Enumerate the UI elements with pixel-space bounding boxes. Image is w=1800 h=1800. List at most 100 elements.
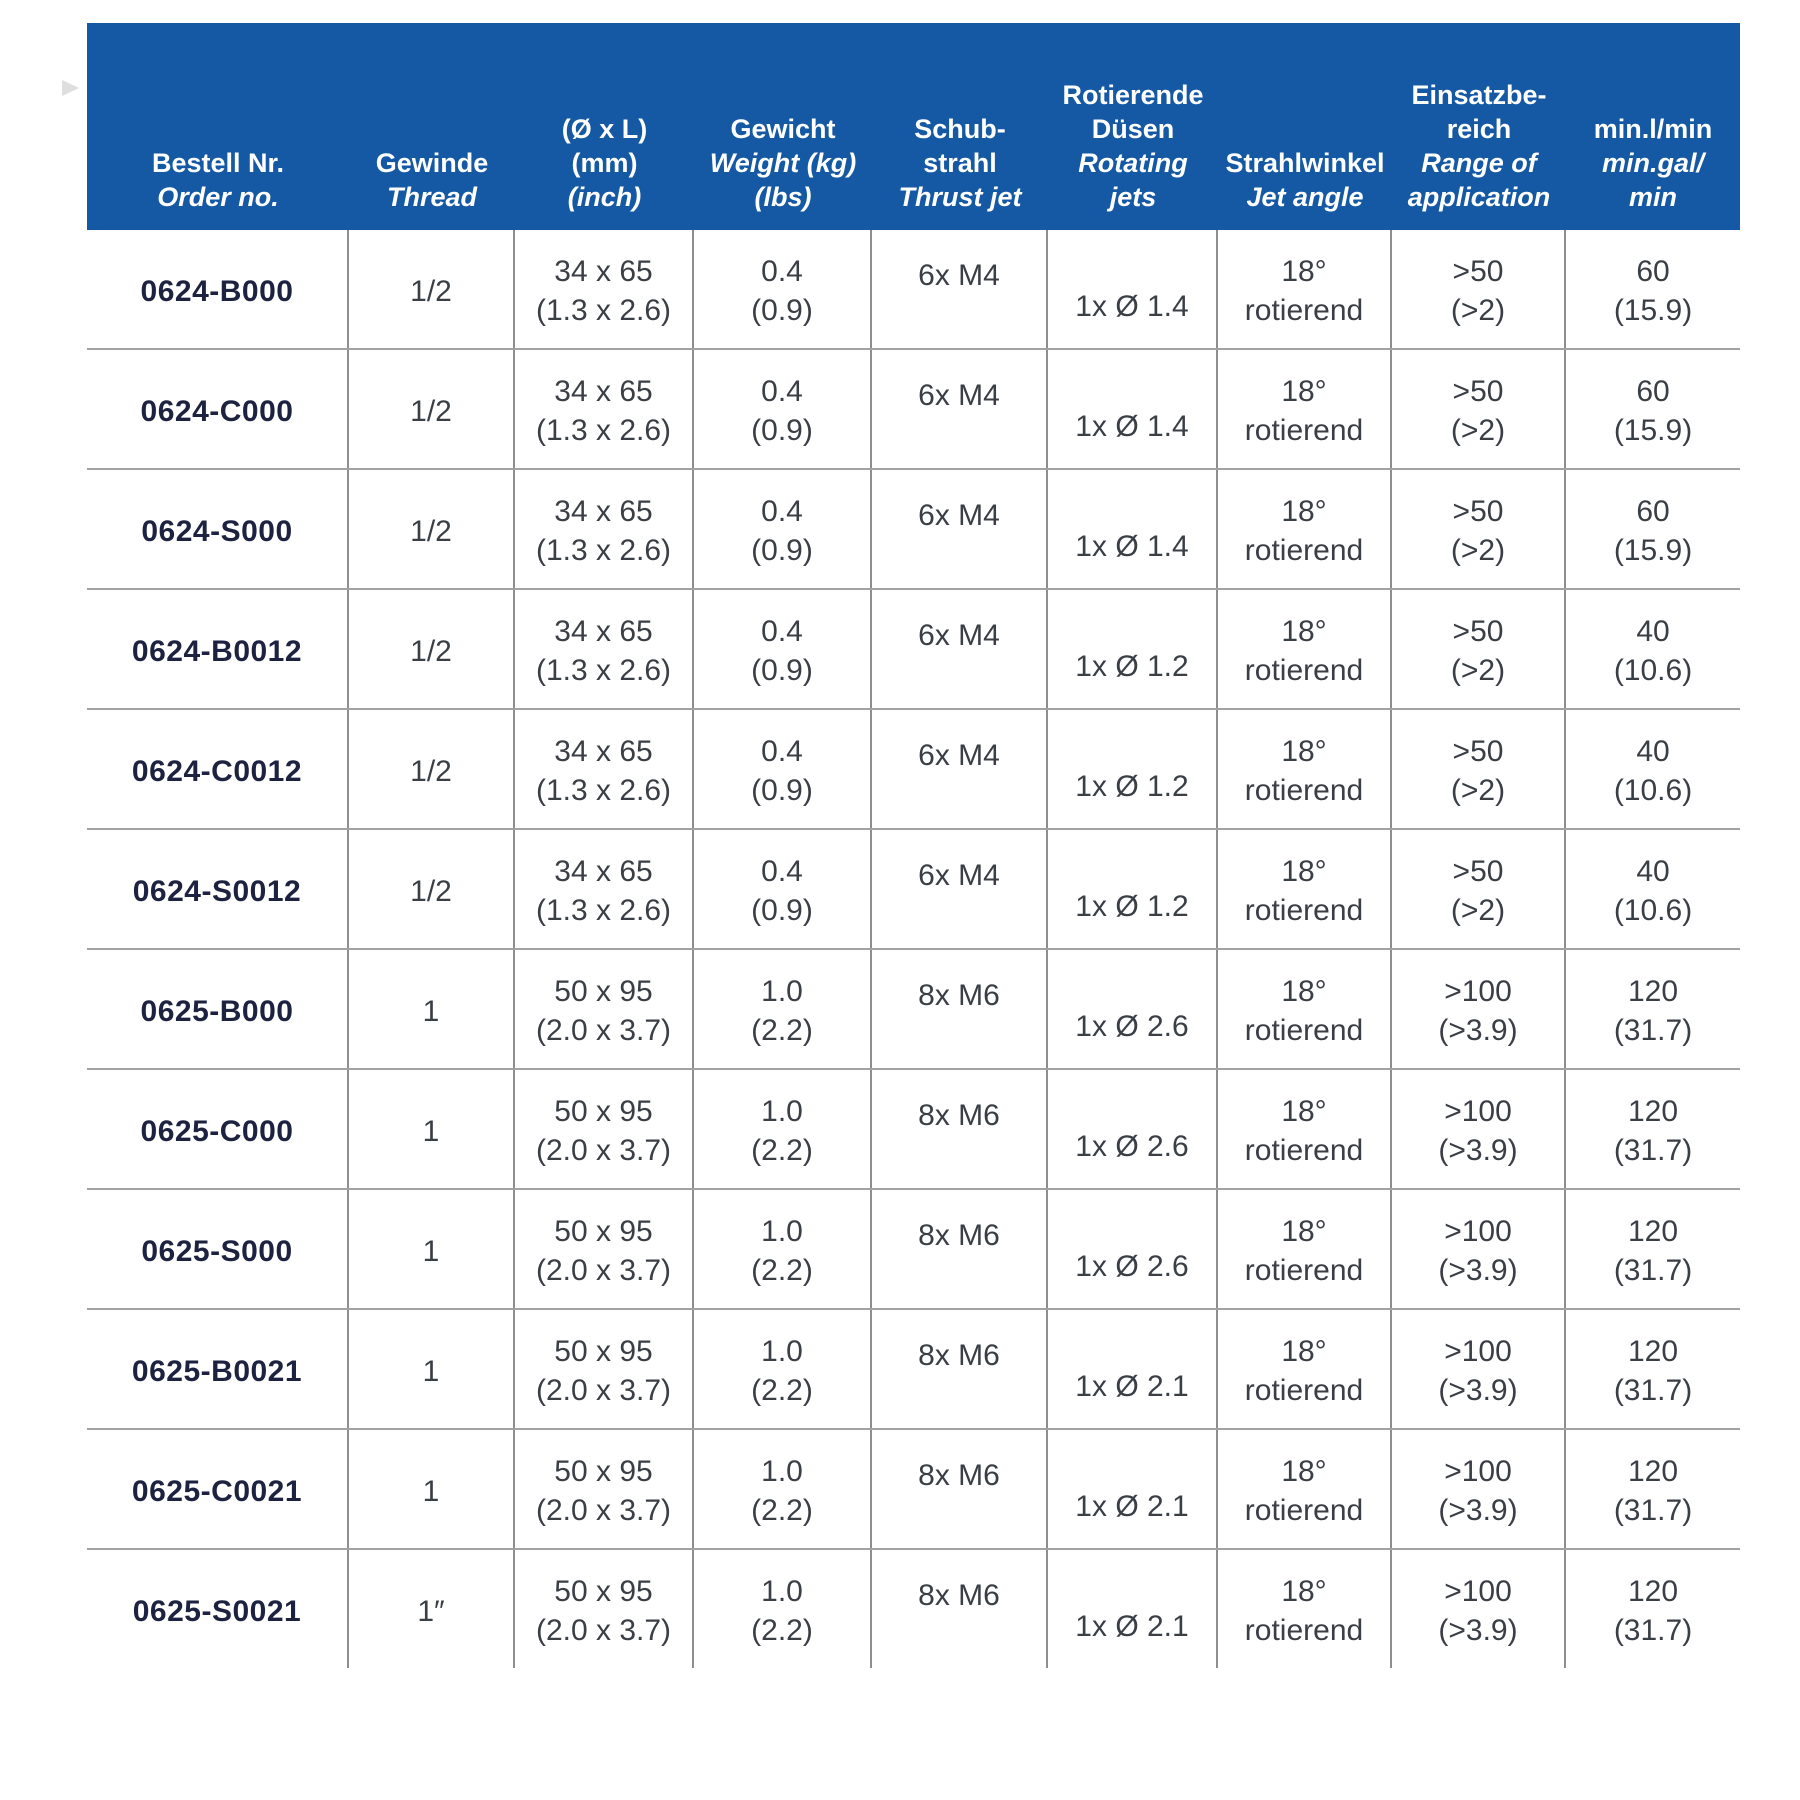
rotating-jets-value: 1x Ø 1.4 [1075, 410, 1189, 443]
rotating-jets-value: 1x Ø 2.6 [1075, 1130, 1189, 1163]
flow-gal-value: (15.9) [1613, 414, 1693, 447]
weight-kg-value: 1.0 [761, 1455, 803, 1488]
thread-value: 1/2 [410, 634, 452, 668]
jet-angle-value: 18° [1281, 495, 1327, 528]
weight-kg-value: 0.4 [761, 495, 803, 528]
header-label: (inch) [567, 182, 642, 212]
order-no-value: 0624-S000 [141, 514, 293, 548]
jet-angle-value: 18° [1281, 735, 1327, 768]
cell-rotating-jets: 1x Ø 2.1 [1048, 1430, 1218, 1548]
header-label: Thread [386, 182, 478, 212]
thread-value: 1/2 [410, 274, 452, 308]
header-cell-weight: Gewicht Weight (kg) (lbs) [694, 23, 872, 230]
cell-rotating-jets: 1x Ø 2.6 [1048, 1190, 1218, 1308]
cell-dimensions: 34 x 65 (1.3 x 2.6) [515, 590, 694, 708]
cell-jet-angle: 18° rotierend [1218, 1190, 1392, 1308]
size-mm-value: 34 x 65 [554, 375, 653, 408]
weight-lbs-value: (0.9) [751, 894, 813, 927]
table-row: 0624-B0012 1/2 34 x 65 (1.3 x 2.6) 0.4 (… [87, 588, 1740, 708]
jet-angle-value: 18° [1281, 1095, 1327, 1128]
jet-mode-value: rotierend [1244, 1494, 1364, 1527]
weight-lbs-value: (2.2) [751, 1134, 813, 1167]
header-label: Einsatzbe- [1411, 80, 1547, 110]
thrust-jet-value: 6x M4 [918, 259, 1000, 292]
table-header: Bestell Nr. Order no. Gewinde Thread (Ø … [87, 23, 1740, 230]
range-gal-value: (>2) [1450, 774, 1506, 807]
size-inch-value: (2.0 x 3.7) [535, 1134, 672, 1167]
cell-weight: 0.4 (0.9) [694, 710, 872, 828]
flow-lmin-value: 120 [1627, 975, 1679, 1008]
range-gal-value: (>3.9) [1438, 1014, 1518, 1047]
flow-lmin-value: 60 [1636, 255, 1670, 288]
flow-lmin-value: 120 [1627, 1455, 1679, 1488]
header-label: jets [1109, 182, 1157, 212]
range-value: >50 [1452, 615, 1504, 648]
cell-flow: 120 (31.7) [1566, 1310, 1740, 1428]
cell-jet-angle: 18° rotierend [1218, 1310, 1392, 1428]
cell-order-no: 0625-B0021 [87, 1310, 349, 1428]
cell-jet-angle: 18° rotierend [1218, 830, 1392, 948]
cell-thread: 1/2 [349, 830, 515, 948]
thrust-jet-value: 8x M6 [918, 1099, 1000, 1132]
cell-flow: 40 (10.6) [1566, 830, 1740, 948]
thrust-jet-value: 6x M4 [918, 379, 1000, 412]
header-label: (mm) [571, 148, 638, 178]
order-no-value: 0625-S0021 [132, 1594, 302, 1628]
table-row: 0625-B0021 1 50 x 95 (2.0 x 3.7) 1.0 (2.… [87, 1308, 1740, 1428]
cell-thread: 1/2 [349, 350, 515, 468]
cell-rotating-jets: 1x Ø 1.4 [1048, 470, 1218, 588]
cell-flow: 120 (31.7) [1566, 1550, 1740, 1668]
thread-value: 1/2 [410, 394, 452, 428]
weight-lbs-value: (0.9) [751, 414, 813, 447]
thrust-jet-value: 8x M6 [918, 1579, 1000, 1612]
range-value: >50 [1452, 855, 1504, 888]
thread-value: 1 [422, 1114, 440, 1148]
rotating-jets-value: 1x Ø 1.2 [1075, 650, 1189, 683]
cell-rotating-jets: 1x Ø 1.2 [1048, 710, 1218, 828]
cell-order-no: 0625-C000 [87, 1070, 349, 1188]
weight-lbs-value: (0.9) [751, 534, 813, 567]
jet-mode-value: rotierend [1244, 774, 1364, 807]
rotating-jets-value: 1x Ø 2.1 [1075, 1610, 1189, 1643]
jet-angle-value: 18° [1281, 615, 1327, 648]
thrust-jet-value: 8x M6 [918, 1219, 1000, 1252]
cell-range: >50 (>2) [1392, 230, 1566, 348]
size-inch-value: (1.3 x 2.6) [535, 414, 672, 447]
cell-dimensions: 34 x 65 (1.3 x 2.6) [515, 350, 694, 468]
table-row: 0624-C000 1/2 34 x 65 (1.3 x 2.6) 0.4 (0… [87, 348, 1740, 468]
cell-flow: 60 (15.9) [1566, 350, 1740, 468]
cell-flow: 60 (15.9) [1566, 230, 1740, 348]
order-no-value: 0624-C000 [140, 394, 294, 428]
product-spec-table: Bestell Nr. Order no. Gewinde Thread (Ø … [87, 23, 1740, 1668]
cell-thread: 1 [349, 950, 515, 1068]
size-inch-value: (2.0 x 3.7) [535, 1254, 672, 1287]
jet-angle-value: 18° [1281, 1455, 1327, 1488]
header-label: Strahlwinkel [1225, 148, 1385, 178]
cell-range: >50 (>2) [1392, 590, 1566, 708]
header-label: strahl [923, 148, 997, 178]
cell-rotating-jets: 1x Ø 1.2 [1048, 590, 1218, 708]
thread-value: 1/2 [410, 874, 452, 908]
weight-kg-value: 1.0 [761, 1575, 803, 1608]
range-value: >100 [1444, 1335, 1512, 1368]
weight-lbs-value: (0.9) [751, 654, 813, 687]
cell-rotating-jets: 1x Ø 1.4 [1048, 230, 1218, 348]
weight-kg-value: 1.0 [761, 1335, 803, 1368]
flow-lmin-value: 120 [1627, 1575, 1679, 1608]
header-cell-order-no: Bestell Nr. Order no. [87, 23, 349, 230]
jet-angle-value: 18° [1281, 1575, 1327, 1608]
range-gal-value: (>2) [1450, 414, 1506, 447]
cell-thrust-jet: 6x M4 [872, 830, 1048, 948]
order-no-value: 0625-C0021 [131, 1474, 303, 1508]
cell-thrust-jet: 6x M4 [872, 710, 1048, 828]
thread-value: 1 [422, 1474, 440, 1508]
order-no-value: 0624-C0012 [131, 754, 303, 788]
flow-gal-value: (10.6) [1613, 654, 1693, 687]
size-inch-value: (1.3 x 2.6) [535, 774, 672, 807]
range-gal-value: (>3.9) [1438, 1494, 1518, 1527]
order-no-value: 0625-S000 [141, 1234, 293, 1268]
size-inch-value: (2.0 x 3.7) [535, 1374, 672, 1407]
size-mm-value: 34 x 65 [554, 255, 653, 288]
weight-kg-value: 1.0 [761, 1095, 803, 1128]
cell-thrust-jet: 6x M4 [872, 350, 1048, 468]
